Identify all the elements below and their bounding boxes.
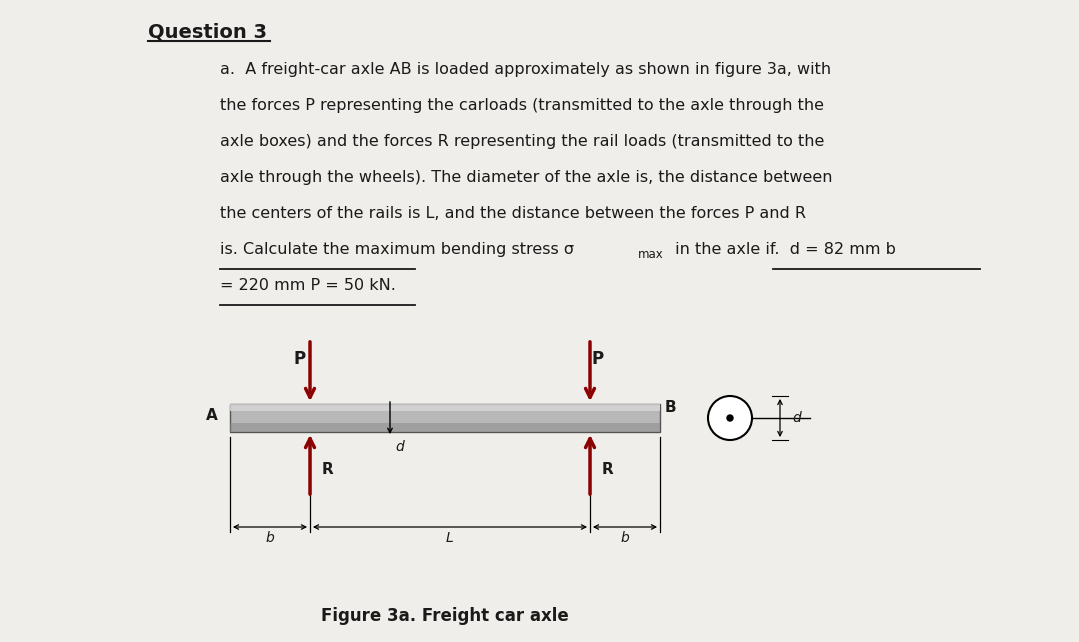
Text: b: b: [265, 531, 274, 545]
Bar: [230, 423, 660, 432]
Text: P: P: [592, 350, 604, 368]
Text: Question 3: Question 3: [148, 22, 267, 41]
Text: P: P: [293, 350, 306, 368]
Text: is. Calculate the maximum bending stress σ: is. Calculate the maximum bending stress…: [220, 242, 574, 257]
Text: max: max: [638, 248, 664, 261]
Circle shape: [727, 415, 733, 421]
Text: d: d: [395, 440, 404, 454]
Text: Figure 3a. Freight car axle: Figure 3a. Freight car axle: [322, 607, 569, 625]
Text: = 220 mm P = 50 kN.: = 220 mm P = 50 kN.: [220, 278, 396, 293]
Bar: [230, 404, 660, 432]
Text: axle through the wheels). The diameter of the axle is, the distance between: axle through the wheels). The diameter o…: [220, 170, 833, 185]
Circle shape: [708, 396, 752, 440]
Text: R: R: [322, 462, 333, 478]
Text: A: A: [206, 408, 218, 422]
Text: b: b: [620, 531, 629, 545]
Text: d: d: [792, 411, 801, 425]
Bar: [230, 404, 660, 411]
Text: the forces P representing the carloads (transmitted to the axle through the: the forces P representing the carloads (…: [220, 98, 824, 113]
Text: B: B: [665, 401, 677, 415]
Text: R: R: [602, 462, 614, 478]
Text: in the axle if.  d = 82 mm b: in the axle if. d = 82 mm b: [670, 242, 896, 257]
Text: L: L: [446, 531, 454, 545]
Text: axle boxes) and the forces R representing the rail loads (transmitted to the: axle boxes) and the forces R representin…: [220, 134, 824, 149]
Text: the centers of the rails is L, and the distance between the forces P and R: the centers of the rails is L, and the d…: [220, 206, 806, 221]
Text: a.  A freight-car axle AB is loaded approximately as shown in figure 3a, with: a. A freight-car axle AB is loaded appro…: [220, 62, 831, 77]
